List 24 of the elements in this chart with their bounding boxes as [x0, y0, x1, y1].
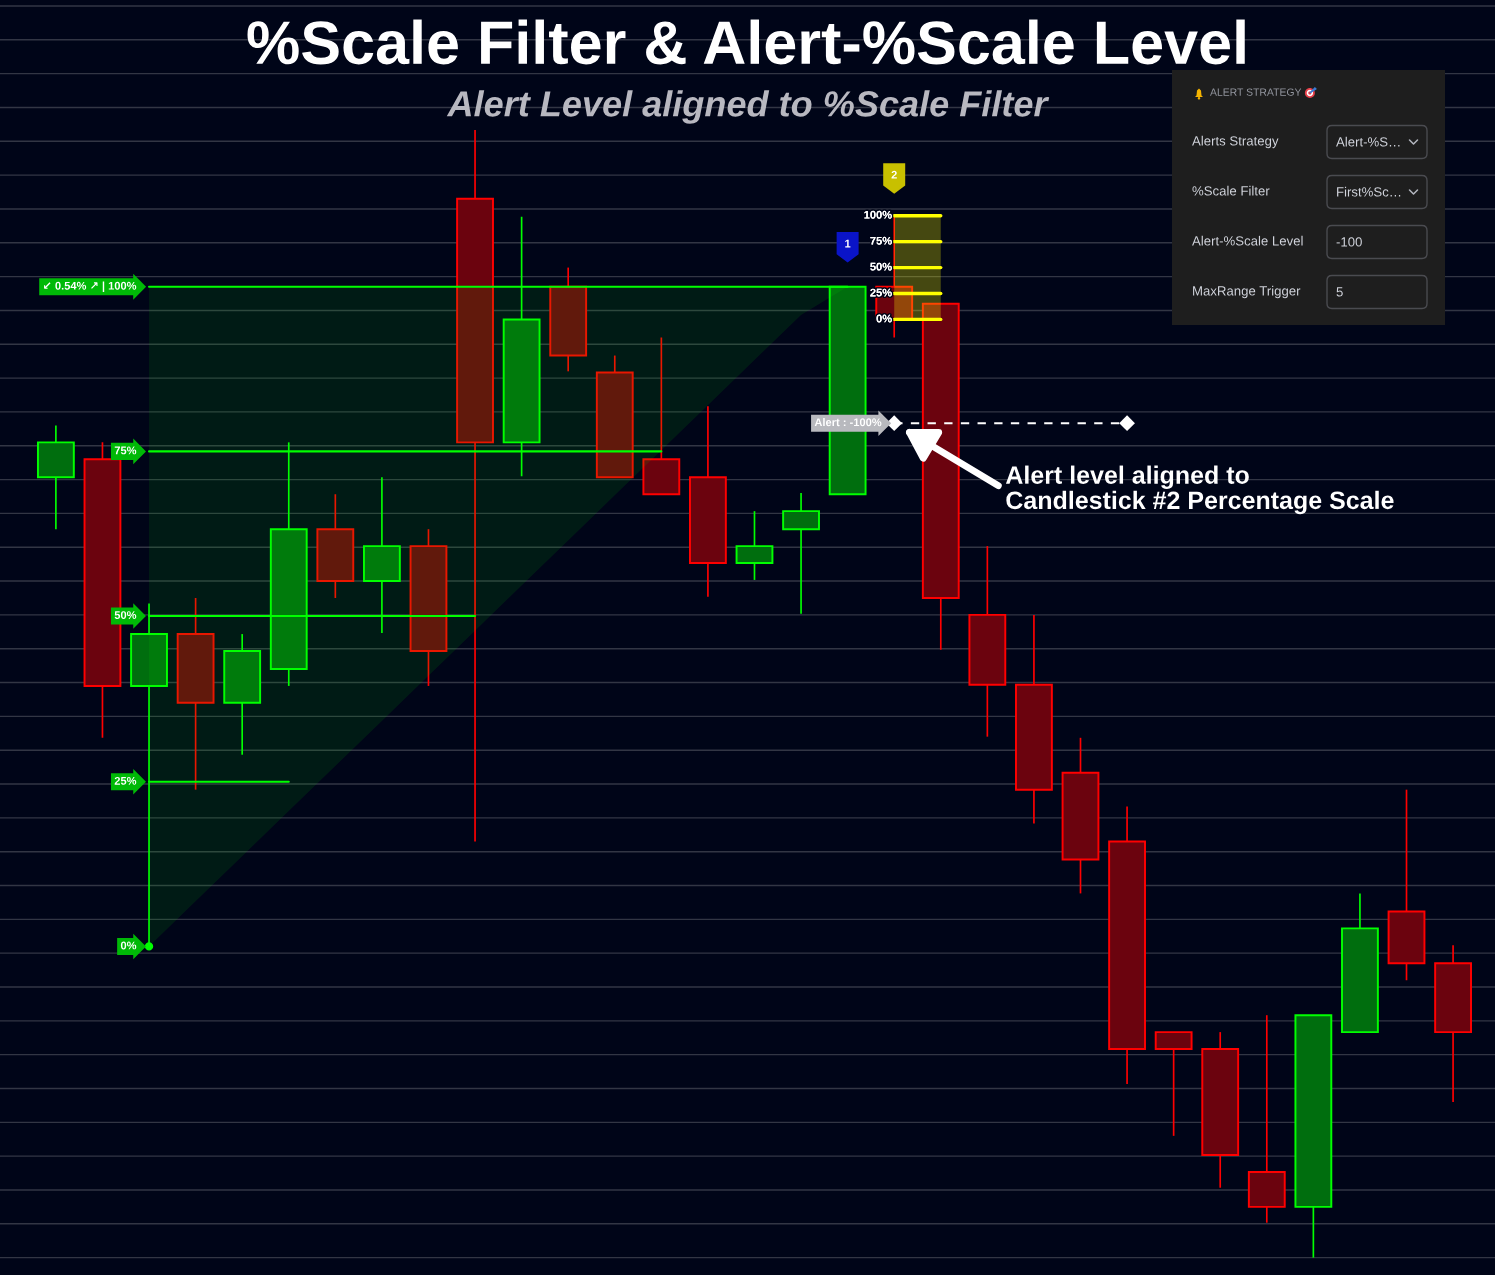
annotation: Alert-%S… — [1336, 136, 1400, 147]
series-label: 0% — [876, 314, 892, 323]
text: ALERT STRATEGY — [1210, 88, 1302, 96]
series-label: 25% — [114, 776, 137, 785]
series-label: 100% — [864, 210, 892, 219]
annotation: -100 — [1336, 237, 1362, 247]
chart-subtitle: Alert Level aligned to %Scale Filter — [446, 90, 1050, 124]
annotation: %Scale Filter — [1192, 185, 1270, 196]
series-label: ↙ 0.54% ↗ | 100% — [44, 281, 137, 293]
annotation: MaxRange Trigger — [1193, 285, 1301, 299]
annotation: First%Sc… — [1337, 186, 1401, 197]
annotation: Alert-%Scale Level — [1192, 235, 1303, 246]
annotation: Alert level aligned to Candlestick #2 Percentage Scale — [1005, 465, 1394, 515]
series-label: 0% — [120, 941, 137, 950]
chart-title: %Scale Filter & Alert-%Scale Level — [247, 19, 1245, 65]
series-label: 50% — [114, 611, 137, 619]
series-label: 75% — [870, 236, 892, 245]
series-label: 75% — [114, 446, 137, 455]
annotation: 5 — [1336, 287, 1343, 297]
series-label: 2 — [891, 170, 897, 179]
series-label: 50% — [870, 262, 892, 271]
series-label: Alert : -100% — [814, 418, 882, 427]
annotation: Alerts Strategy — [1192, 135, 1279, 149]
series-label: 1 — [845, 239, 851, 248]
